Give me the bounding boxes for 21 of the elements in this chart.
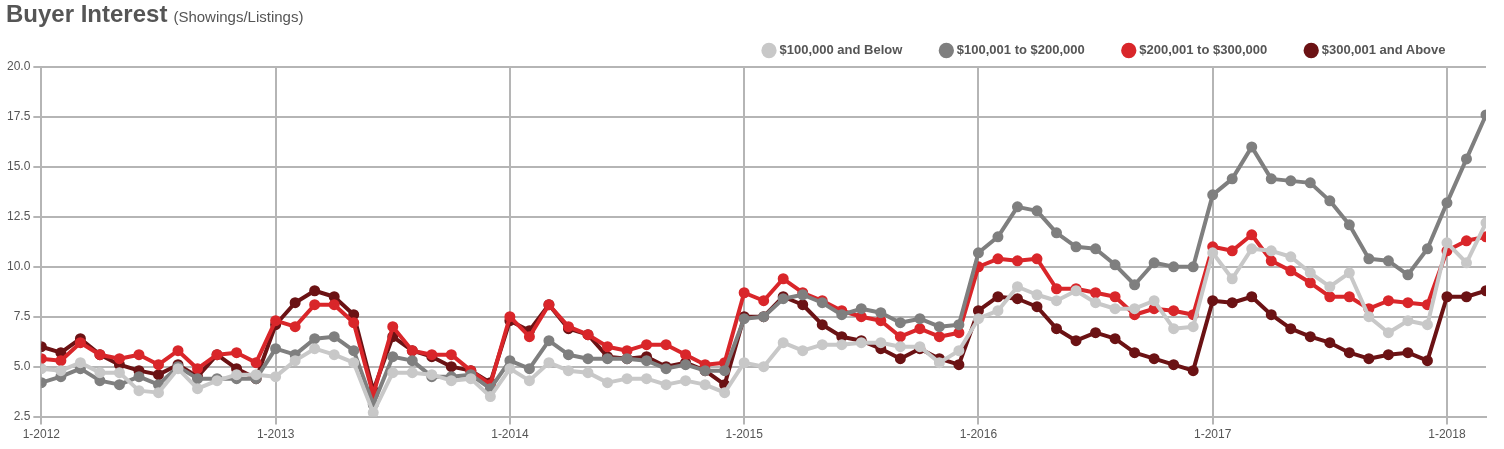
y-tick-label: 15.0 — [7, 159, 31, 174]
x-tick-label: 1-2015 — [725, 427, 764, 442]
x-tick-label: 1-2013 — [256, 427, 295, 442]
y-tick-label: 20.0 — [7, 59, 31, 74]
legend-label: $200,001 to $300,000 — [1139, 42, 1268, 58]
y-tick-label: 2.5 — [13, 408, 31, 423]
x-tick-label: 1-2012 — [22, 427, 61, 442]
x-tick-label: 1-2018 — [1428, 427, 1466, 442]
x-tick-label: 1-2017 — [1194, 427, 1232, 442]
legend-label: $100,001 to $200,000 — [956, 42, 1085, 58]
y-tick-label: 12.5 — [7, 209, 31, 224]
chart-title: Buyer Interest — [6, 0, 168, 27]
x-tick-label: 1-2016 — [959, 427, 998, 442]
x-tick-label: 1-2014 — [491, 427, 529, 442]
chart-subtitle: (Showings/Listings) — [173, 8, 304, 25]
legend-label: $300,001 and Above — [1321, 42, 1446, 58]
y-tick-label: 10.0 — [7, 259, 31, 274]
y-tick-label: 5.0 — [13, 358, 31, 373]
y-tick-label: 7.5 — [13, 309, 31, 324]
y-tick-label: 17.5 — [7, 109, 31, 124]
legend-label: $100,000 and Below — [779, 42, 904, 58]
